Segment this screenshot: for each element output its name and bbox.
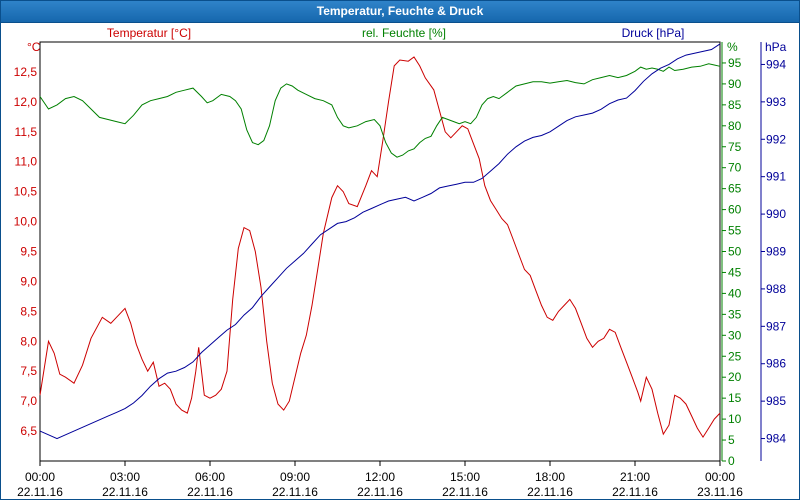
x-tick-time: 00:00 xyxy=(25,470,55,484)
pressure-axis-title: Druck [hPa] xyxy=(622,26,685,40)
temperature-unit: °C xyxy=(27,40,41,54)
humidity-tick-label: 30 xyxy=(728,328,742,342)
chart-axes: 00:0022.11.1603:0022.11.1606:0022.11.160… xyxy=(14,42,786,499)
humidity-tick-label: 0 xyxy=(728,454,735,468)
humidity-tick-label: 60 xyxy=(728,203,742,217)
humidity-tick-label: 55 xyxy=(728,224,742,238)
x-tick-time: 06:00 xyxy=(195,470,225,484)
pressure-tick-label: 985 xyxy=(766,394,786,408)
x-tick-time: 18:00 xyxy=(535,470,565,484)
humidity-tick-label: 15 xyxy=(728,391,742,405)
humidity-tick-label: 10 xyxy=(728,412,742,426)
temperature-series-line xyxy=(39,56,721,439)
x-tick-date: 22.11.16 xyxy=(612,485,658,499)
pressure-tick-label: 986 xyxy=(766,357,786,371)
temperature-tick-label: 9,0 xyxy=(20,274,37,288)
humidity-tick-label: 95 xyxy=(728,56,742,70)
humidity-tick-label: 80 xyxy=(728,119,742,133)
x-tick-time: 03:00 xyxy=(110,470,140,484)
x-tick-date: 23.11.16 xyxy=(697,485,743,499)
humidity-unit: % xyxy=(727,40,738,54)
temperature-tick-label: 10,0 xyxy=(14,215,38,229)
pressure-tick-label: 987 xyxy=(766,319,786,333)
humidity-tick-label: 25 xyxy=(728,349,742,363)
x-tick-date: 22.11.16 xyxy=(527,485,573,499)
pressure-tick-label: 994 xyxy=(766,57,786,71)
pressure-tick-label: 992 xyxy=(766,132,786,146)
pressure-tick-label: 991 xyxy=(766,170,786,184)
temperature-tick-label: 12,0 xyxy=(14,95,38,109)
temperature-axis-title: Temperatur [°C] xyxy=(107,26,191,40)
humidity-tick-label: 20 xyxy=(728,370,742,384)
x-tick-time: 15:00 xyxy=(450,470,480,484)
humidity-tick-label: 45 xyxy=(728,265,742,279)
x-tick-date: 22.11.16 xyxy=(442,485,488,499)
pressure-tick-label: 990 xyxy=(766,207,786,221)
x-tick-time: 00:00 xyxy=(705,470,735,484)
x-tick-date: 22.11.16 xyxy=(187,485,233,499)
humidity-tick-label: 70 xyxy=(728,161,742,175)
temperature-tick-label: 9,5 xyxy=(20,245,37,259)
x-tick-date: 22.11.16 xyxy=(272,485,318,499)
x-tick-date: 22.11.16 xyxy=(17,485,63,499)
x-tick-date: 22.11.16 xyxy=(102,485,148,499)
temperature-tick-label: 7,0 xyxy=(20,394,37,408)
plot-frame xyxy=(39,41,721,462)
humidity-tick-label: 50 xyxy=(728,245,742,259)
humidity-tick-label: 35 xyxy=(728,307,742,321)
pressure-series-line xyxy=(39,43,721,440)
pressure-tick-label: 993 xyxy=(766,95,786,109)
humidity-series-line xyxy=(39,63,721,158)
axis-titles: Temperatur [°C] rel. Feuchte [%] Druck [… xyxy=(27,26,787,54)
humidity-tick-label: 90 xyxy=(728,77,742,91)
temperature-tick-label: 8,0 xyxy=(20,334,37,348)
temperature-tick-label: 11,5 xyxy=(15,125,38,139)
humidity-tick-label: 65 xyxy=(728,182,742,196)
temperature-tick-label: 10,5 xyxy=(14,185,38,199)
humidity-axis-title: rel. Feuchte [%] xyxy=(362,26,446,40)
temperature-tick-label: 12,5 xyxy=(14,65,38,79)
temperature-tick-label: 11,0 xyxy=(15,155,38,169)
pressure-tick-label: 988 xyxy=(766,282,786,296)
x-tick-time: 12:00 xyxy=(365,470,395,484)
window-title: Temperatur, Feuchte & Druck xyxy=(1,1,799,23)
humidity-tick-label: 5 xyxy=(728,433,735,447)
pressure-unit: hPa xyxy=(765,40,787,54)
pressure-tick-label: 989 xyxy=(766,245,786,259)
temperature-tick-label: 7,5 xyxy=(20,364,37,378)
x-tick-date: 22.11.16 xyxy=(357,485,403,499)
pressure-tick-label: 984 xyxy=(766,432,786,446)
x-tick-time: 21:00 xyxy=(620,470,650,484)
humidity-tick-label: 40 xyxy=(728,286,742,300)
humidity-tick-label: 75 xyxy=(728,140,742,154)
plot-area xyxy=(40,42,720,461)
temperature-tick-label: 6,5 xyxy=(20,424,37,438)
humidity-tick-label: 85 xyxy=(728,98,742,112)
temperature-tick-label: 8,5 xyxy=(20,304,37,318)
x-tick-time: 09:00 xyxy=(280,470,310,484)
chart-series xyxy=(39,43,721,440)
